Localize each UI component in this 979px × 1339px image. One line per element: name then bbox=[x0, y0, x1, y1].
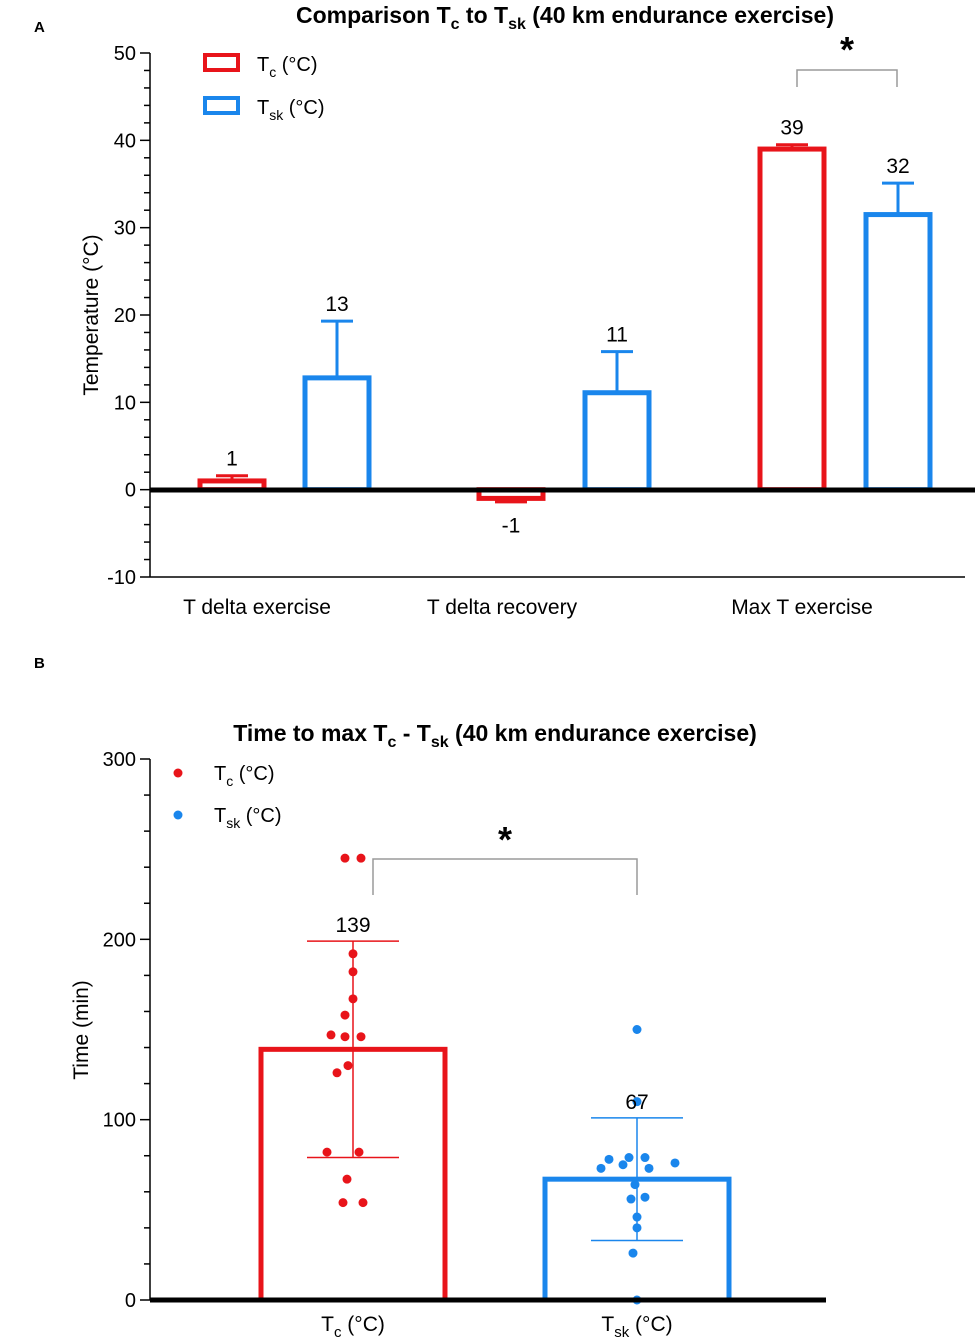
panel-b: B Time to max Tc - Tsk (40 km endurance … bbox=[34, 655, 826, 1339]
y-tick-label: -10 bbox=[107, 567, 136, 589]
data-label-tsk: 67 bbox=[625, 1091, 648, 1114]
data-point-tsk bbox=[632, 1097, 642, 1107]
y-tick-label: 200 bbox=[103, 929, 136, 951]
data-label-tsk: 13 bbox=[325, 293, 348, 316]
data-point-tc bbox=[356, 1032, 366, 1042]
legend-swatch-tsk bbox=[203, 96, 240, 115]
panel-a-categories: T delta exercise T delta recovery Max T … bbox=[183, 596, 873, 619]
y-tick-label: 40 bbox=[114, 130, 136, 152]
data-point-tc bbox=[342, 1174, 352, 1184]
data-label-tc: -1 bbox=[502, 514, 521, 537]
data-point-tc bbox=[332, 1068, 342, 1078]
data-point-tsk bbox=[670, 1158, 680, 1168]
data-point-tsk bbox=[628, 1248, 638, 1258]
data-point-tc bbox=[322, 1147, 332, 1157]
data-point-tc bbox=[326, 1030, 336, 1040]
legend-label-tc: Tc (°C) bbox=[257, 54, 318, 80]
data-point-tc bbox=[340, 853, 350, 863]
panel-b-points bbox=[322, 853, 680, 1305]
panel-a-y-axis: -10 0 10 20 30 40 50 bbox=[107, 43, 965, 589]
data-label-tsk: 11 bbox=[606, 324, 628, 347]
legend-marker-tc bbox=[173, 768, 183, 778]
legend-label-tsk: Tsk (°C) bbox=[257, 97, 325, 123]
data-label-tc: 39 bbox=[780, 117, 803, 140]
panel-b-y-axis-label: Time (min) bbox=[70, 980, 93, 1080]
panel-a-title: Comparison Tc to Tsk (40 km endurance ex… bbox=[296, 2, 834, 33]
panel-b-y-axis: 0 100 200 300 bbox=[103, 749, 151, 1312]
panel-a-category-label: T delta recovery bbox=[427, 596, 578, 619]
y-tick-label: 0 bbox=[125, 480, 136, 502]
data-point-tc bbox=[338, 1198, 348, 1208]
y-tick-label: 100 bbox=[103, 1110, 136, 1132]
panel-a-bars bbox=[197, 143, 933, 504]
data-label-tsk: 32 bbox=[886, 155, 909, 178]
y-tick-label: 30 bbox=[114, 218, 136, 240]
y-tick-label: 0 bbox=[125, 1290, 136, 1312]
data-point-tc bbox=[340, 1032, 350, 1042]
panel-a-data-labels: 1 -1 39 13 11 32 bbox=[226, 117, 910, 538]
data-point-tsk bbox=[624, 1153, 634, 1163]
data-point-tc bbox=[354, 1147, 364, 1157]
bar-tsk bbox=[302, 375, 372, 493]
panel-b-title: Time to max Tc - Tsk (40 km endurance ex… bbox=[233, 720, 757, 751]
data-point-tc bbox=[356, 853, 366, 863]
panel-b-letter: B bbox=[34, 655, 45, 672]
data-point-tsk bbox=[630, 1180, 640, 1190]
y-tick-label: 10 bbox=[114, 392, 136, 414]
data-point-tsk bbox=[618, 1160, 628, 1170]
data-point-tsk bbox=[626, 1194, 636, 1204]
data-point-tsk bbox=[632, 1212, 642, 1222]
data-point-tc bbox=[348, 994, 358, 1004]
panel-b-data-labels: 139 67 bbox=[335, 914, 648, 1114]
panel-a-y-axis-label: Temperature (°C) bbox=[80, 234, 103, 395]
y-tick-label: 20 bbox=[114, 305, 136, 327]
panel-a-category-label: T delta exercise bbox=[183, 596, 331, 619]
data-point-tc bbox=[343, 1061, 353, 1071]
panel-b-legend: Tc (°C) Tsk (°C) bbox=[173, 763, 282, 831]
data-point-tc bbox=[358, 1198, 368, 1208]
data-point-tc bbox=[348, 949, 358, 959]
panel-a-category-label: Max T exercise bbox=[731, 596, 873, 619]
data-point-tsk bbox=[640, 1153, 650, 1163]
data-point-tsk bbox=[632, 1223, 642, 1233]
panel-a-letter: A bbox=[34, 19, 45, 36]
panel-b-categories: Tc (°C) Tsk (°C) bbox=[321, 1313, 672, 1339]
panel-a-significance: * bbox=[796, 29, 898, 87]
bar-tsk bbox=[582, 390, 652, 493]
legend-marker-tsk bbox=[173, 810, 183, 820]
data-point-tsk bbox=[640, 1192, 650, 1202]
significance-star: * bbox=[840, 29, 854, 70]
panel-b-category-label-tc: Tc (°C) bbox=[321, 1313, 385, 1339]
panel-b-significance: * bbox=[372, 819, 638, 895]
panel-b-bars bbox=[258, 940, 732, 1303]
data-point-tsk bbox=[632, 1025, 642, 1034]
data-label-tc: 139 bbox=[335, 914, 370, 937]
panel-b-category-label-tsk: Tsk (°C) bbox=[601, 1313, 672, 1339]
significance-bracket bbox=[372, 858, 638, 895]
data-label-tc: 1 bbox=[226, 448, 238, 471]
legend-swatch-tc bbox=[203, 53, 240, 72]
legend-label-tsk: Tsk (°C) bbox=[214, 805, 282, 831]
legend-label-tc: Tc (°C) bbox=[214, 763, 275, 789]
significance-star: * bbox=[498, 819, 512, 860]
data-point-tsk bbox=[644, 1163, 654, 1173]
data-point-tsk bbox=[596, 1163, 606, 1173]
data-point-tc bbox=[340, 1010, 350, 1020]
panel-a: A Comparison Tc to Tsk (40 km endurance … bbox=[34, 2, 975, 619]
bar-tsk bbox=[863, 212, 933, 493]
data-point-tc bbox=[348, 967, 358, 977]
y-tick-label: 50 bbox=[114, 43, 136, 65]
data-point-tsk bbox=[604, 1154, 614, 1164]
panel-a-legend: Tc (°C) Tsk (°C) bbox=[203, 53, 325, 123]
y-tick-label: 300 bbox=[103, 749, 136, 771]
bar-tc bbox=[757, 146, 827, 493]
significance-bracket bbox=[796, 69, 898, 87]
